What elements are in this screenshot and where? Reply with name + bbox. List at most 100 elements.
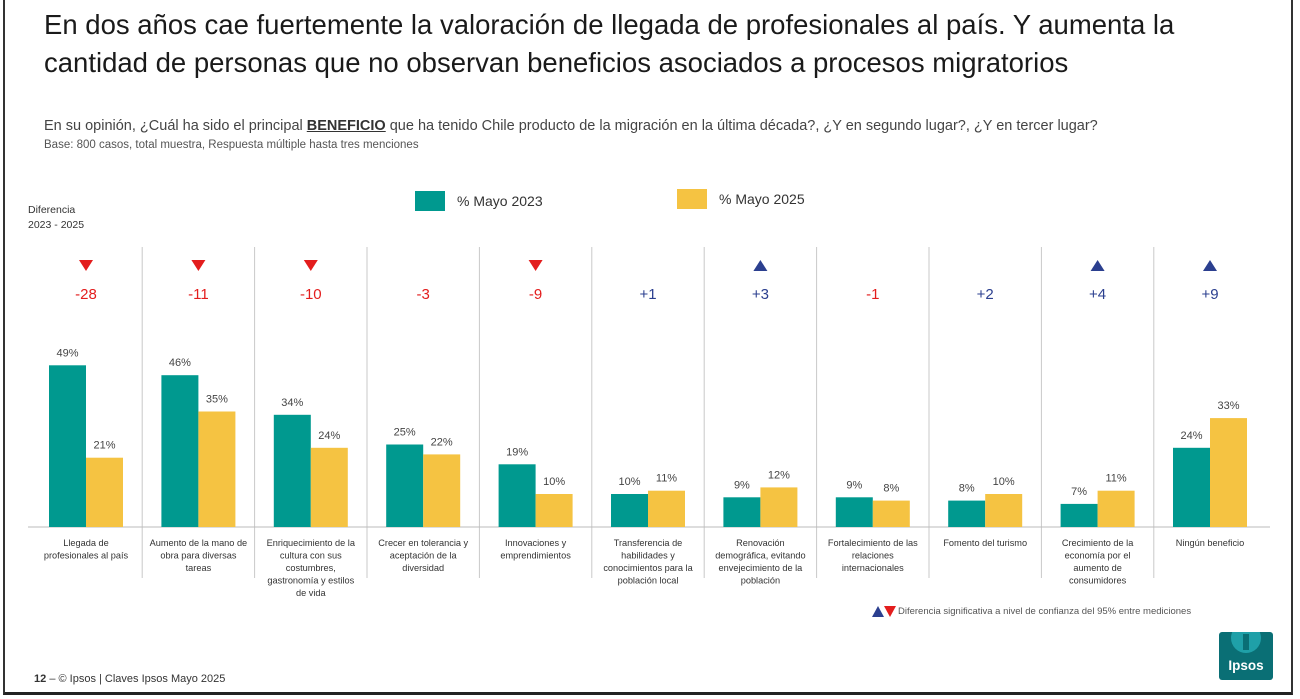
bar-2023 bbox=[386, 444, 424, 527]
category-label: Transferencia de bbox=[614, 538, 683, 548]
bar-2023 bbox=[49, 365, 86, 527]
bar-2025 bbox=[1210, 418, 1247, 527]
value-label-2023: 9% bbox=[846, 479, 862, 491]
page-number: 12 bbox=[34, 673, 47, 685]
significance-up-icon bbox=[753, 260, 768, 271]
category-label: envejecimiento de la bbox=[719, 563, 804, 573]
bar-2023 bbox=[161, 375, 199, 527]
difference-value: +2 bbox=[977, 286, 994, 303]
question-text-before: En su opinión, ¿Cuál ha sido el principa… bbox=[44, 118, 307, 134]
category-label: Llegada de bbox=[63, 538, 108, 548]
bar-2023 bbox=[835, 497, 873, 527]
value-label-2023: 7% bbox=[1071, 486, 1087, 498]
value-label-2025: 24% bbox=[318, 430, 340, 442]
legend-item-2025: % Mayo 2025 bbox=[677, 188, 805, 210]
category-label: consumidores bbox=[1069, 576, 1127, 586]
sample-base-note: Base: 800 casos, total muestra, Respuest… bbox=[44, 139, 419, 151]
category-label: profesionales al país bbox=[44, 551, 129, 561]
category-label: relaciones bbox=[852, 551, 894, 561]
difference-value: -28 bbox=[75, 286, 97, 303]
difference-value: -10 bbox=[300, 286, 322, 303]
category-label: gastronomía y estilos bbox=[267, 576, 354, 586]
difference-value: +4 bbox=[1089, 286, 1106, 303]
category-label: Crecimiento de la bbox=[1062, 538, 1134, 548]
ipsos-logo: Ipsos bbox=[1219, 632, 1273, 680]
bar-2023 bbox=[498, 464, 536, 527]
bar-2023 bbox=[273, 414, 311, 527]
difference-axis-label: Diferencia 2023 - 2025 bbox=[28, 203, 84, 233]
value-label-2025: 11% bbox=[656, 473, 677, 485]
category-label: emprendimientos bbox=[500, 551, 571, 561]
footer-dash: – bbox=[49, 673, 56, 685]
bar-2025 bbox=[86, 457, 123, 527]
survey-question: En su opinión, ¿Cuál ha sido el principa… bbox=[44, 118, 1098, 134]
difference-value: -3 bbox=[417, 286, 430, 303]
category-label: población local bbox=[618, 576, 679, 586]
bar-2023 bbox=[611, 494, 648, 527]
significance-down-icon bbox=[303, 260, 318, 271]
value-label-2025: 10% bbox=[993, 476, 1015, 488]
category-label: población bbox=[741, 576, 780, 586]
category-label: Innovaciones y bbox=[505, 538, 567, 548]
slide-title: En dos años cae fuertemente la valoració… bbox=[44, 9, 1175, 78]
bar-2023 bbox=[723, 497, 761, 527]
difference-label-line: 2023 - 2025 bbox=[28, 219, 85, 231]
value-label-2023: 46% bbox=[169, 357, 191, 369]
value-label-2023: 49% bbox=[56, 347, 78, 359]
value-label-2025: 11% bbox=[1105, 473, 1126, 485]
logo-shape-icon bbox=[1231, 632, 1261, 653]
significance-down-icon bbox=[528, 260, 543, 271]
category-label: internacionales bbox=[842, 563, 904, 573]
significance-down-icon bbox=[191, 260, 206, 271]
significance-up-icon bbox=[1090, 260, 1105, 271]
bar-2025 bbox=[423, 454, 461, 527]
difference-value: +1 bbox=[639, 286, 656, 303]
bar-2023 bbox=[1173, 447, 1210, 527]
value-label-2025: 22% bbox=[431, 436, 453, 448]
bar-2023 bbox=[1060, 503, 1098, 527]
bar-2025 bbox=[198, 411, 236, 527]
value-label-2023: 24% bbox=[1180, 430, 1202, 442]
footer: 12 – © Ipsos | Claves Ipsos Mayo 2025 bbox=[34, 673, 225, 685]
slide-frame bbox=[3, 0, 1293, 695]
category-label: Enriquecimiento de la bbox=[267, 538, 356, 548]
category-label: tareas bbox=[186, 563, 212, 573]
bar-2025 bbox=[872, 500, 910, 527]
difference-value: +3 bbox=[752, 286, 769, 303]
value-label-2023: 34% bbox=[281, 397, 303, 409]
legend-swatch-2023 bbox=[415, 191, 445, 211]
category-label: Fomento del turismo bbox=[943, 538, 1027, 548]
value-label-2025: 10% bbox=[543, 476, 565, 488]
question-text-after: que ha tenido Chile producto de la migra… bbox=[385, 118, 1098, 134]
category-label: habilidades y bbox=[621, 551, 675, 561]
significance-triangles-icon bbox=[872, 606, 896, 617]
category-label: aceptación de la bbox=[390, 551, 458, 561]
significance-note: Diferencia significativa a nivel de conf… bbox=[872, 605, 1191, 618]
bar-2025 bbox=[535, 494, 573, 527]
legend-item-2023: % Mayo 2023 bbox=[415, 190, 543, 212]
difference-value: -9 bbox=[529, 286, 542, 303]
category-label: conocimientos para la bbox=[603, 563, 693, 573]
legend-label-2025: % Mayo 2025 bbox=[719, 191, 805, 207]
bar-2025 bbox=[985, 494, 1023, 527]
value-label-2023: 8% bbox=[959, 483, 975, 495]
significance-note-text: Diferencia significativa a nivel de conf… bbox=[898, 606, 1192, 617]
category-label: demográfica, evitando bbox=[715, 551, 805, 561]
category-label: obra para diversas bbox=[160, 551, 236, 561]
value-label-2025: 8% bbox=[883, 483, 899, 495]
legend-label-2023: % Mayo 2023 bbox=[457, 193, 543, 209]
question-emphasis: BENEFICIO bbox=[306, 118, 386, 134]
category-label: Renovación bbox=[736, 538, 785, 548]
category-label: costumbres, bbox=[286, 563, 336, 573]
value-label-2025: 12% bbox=[768, 469, 790, 481]
value-label-2025: 35% bbox=[206, 394, 228, 406]
logo-text: Ipsos bbox=[1228, 658, 1264, 673]
value-label-2025: 21% bbox=[93, 440, 115, 452]
bar-2025 bbox=[1097, 490, 1135, 527]
bar-2025 bbox=[310, 447, 348, 527]
difference-value: -1 bbox=[866, 286, 879, 303]
value-label-2023: 9% bbox=[734, 479, 750, 491]
value-label-2025: 33% bbox=[1217, 400, 1239, 412]
difference-label-line: Diferencia bbox=[28, 204, 76, 216]
